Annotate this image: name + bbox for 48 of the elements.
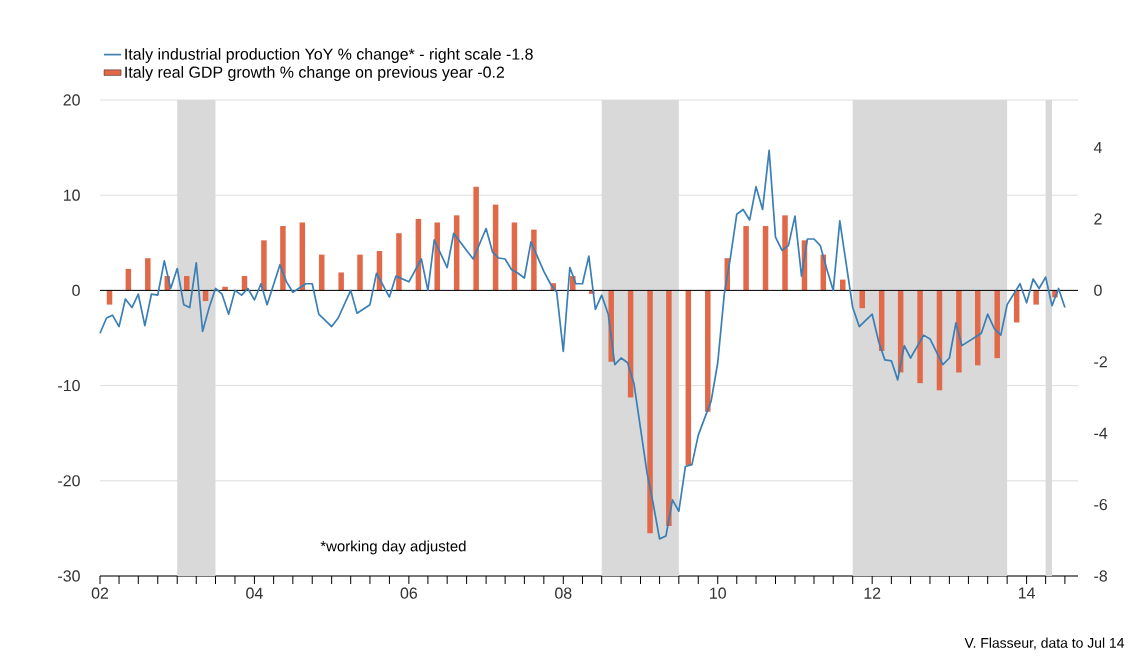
line-series <box>99 149 1066 540</box>
bar <box>840 279 846 291</box>
x-tick-label: 14 <box>1018 587 1035 599</box>
x-tick-label: 04 <box>246 587 263 599</box>
y-tick-label: 0 <box>72 284 80 297</box>
bar <box>1033 290 1039 305</box>
annotation: *working day adjusted <box>320 540 466 555</box>
y-tick-label: -10 <box>58 379 80 392</box>
x-tick-label: 10 <box>710 587 726 599</box>
bar <box>705 290 711 412</box>
bar <box>685 290 692 466</box>
y-tick-label: -20 <box>58 475 80 487</box>
bar <box>473 186 479 291</box>
bar <box>859 290 865 309</box>
x-tick-label: 06 <box>400 587 418 599</box>
bar <box>531 229 537 291</box>
bar <box>647 290 653 534</box>
bar <box>743 226 749 291</box>
y2-tick-label: 2 <box>1094 213 1102 225</box>
x-tick-label: 08 <box>555 587 572 599</box>
x-tick-label: 02 <box>91 587 109 599</box>
y-tick-label: -30 <box>58 570 80 582</box>
bar <box>762 226 769 291</box>
bar <box>956 290 962 373</box>
bar <box>994 290 1000 359</box>
bar <box>434 222 440 291</box>
legend-label: Italy real GDP growth % change on previous year -0.2 <box>125 66 505 81</box>
y2-tick-label: -2 <box>1094 356 1107 368</box>
bar <box>782 215 788 291</box>
y2-tick-label: 0 <box>1094 284 1102 296</box>
x-tick-label: 12 <box>864 587 881 599</box>
bar <box>338 272 344 291</box>
y-tick-label: 20 <box>63 94 80 106</box>
y2-tick-label: -8 <box>1094 570 1108 582</box>
bar <box>666 290 672 527</box>
bar <box>357 254 363 291</box>
y-tick-label: 10 <box>63 189 80 201</box>
text: V. Flasseur, data to Jul 14 <box>964 637 1125 650</box>
y2-tick-label: -6 <box>1094 498 1107 511</box>
legend-label: Italy industrial production YoY % change* - right scale -1.8 <box>125 48 533 63</box>
bar <box>917 290 923 384</box>
bar <box>261 240 267 291</box>
bar <box>396 233 402 291</box>
y2-tick-label: -4 <box>1094 427 1108 439</box>
y2-tick-label: 4 <box>1093 142 1102 153</box>
bar <box>145 258 151 291</box>
bar <box>280 226 286 291</box>
bar <box>222 286 228 291</box>
